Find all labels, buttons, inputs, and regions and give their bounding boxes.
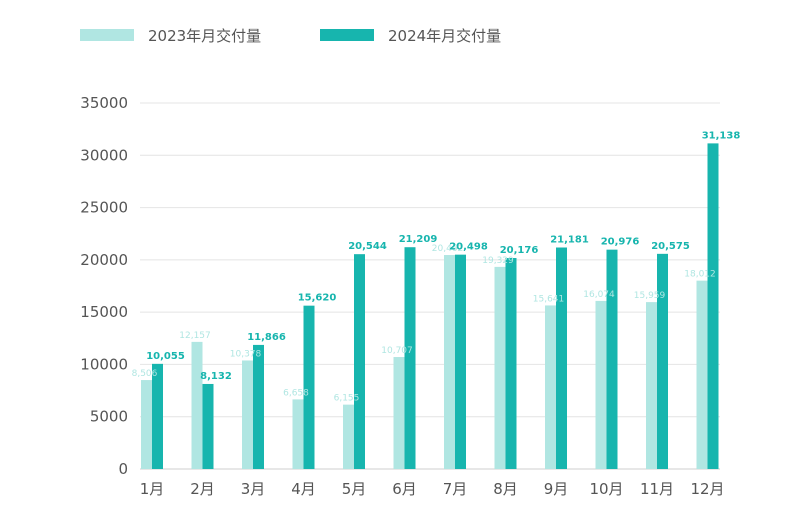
bar-2024-1 xyxy=(152,363,163,469)
legend-swatch-2024 xyxy=(320,29,374,41)
x-axis: 1月 2月 3月 4月 5月 6月 7月 8月 9月 10月 11月 12月 xyxy=(140,480,725,498)
x-tick-label-1: 1月 xyxy=(140,480,165,498)
data-label-2024-9: 21,181 xyxy=(550,235,589,246)
bars xyxy=(141,143,719,469)
x-tick-label-7: 7月 xyxy=(443,480,468,498)
y-tick-label-10000: 10000 xyxy=(80,355,128,373)
y-axis: 0 5000 10000 15000 20000 25000 30000 35000 xyxy=(80,94,128,478)
bar-2023-8 xyxy=(494,266,506,469)
y-tick-label-25000: 25000 xyxy=(80,199,128,217)
bar-2024-8 xyxy=(505,258,517,469)
bar-2024-7 xyxy=(455,254,466,469)
bar-2024-12 xyxy=(707,143,719,469)
data-label-2024-7: 20,498 xyxy=(449,242,488,253)
data-label-2024-8: 20,176 xyxy=(500,245,539,256)
bar-2023-12 xyxy=(696,280,708,469)
x-tick-label-3: 3月 xyxy=(241,480,266,498)
x-tick-label-8: 8月 xyxy=(493,480,518,498)
legend-label-2023: 2023年月交付量 xyxy=(148,27,261,45)
data-label-2023-1: 8,506 xyxy=(132,369,158,379)
data-label-2024-1: 10,055 xyxy=(146,351,185,362)
data-label-2023-6: 10,707 xyxy=(381,346,413,356)
data-label-2024-3: 11,866 xyxy=(247,332,286,343)
legend-swatch-2023 xyxy=(80,29,134,41)
bar-2024-11 xyxy=(657,253,668,469)
data-labels: 8,506 10,055 12,157 8,132 10,378 11,866 6,658 1… xyxy=(132,130,741,403)
y-tick-label-15000: 15000 xyxy=(80,303,128,321)
data-label-2023-3: 10,378 xyxy=(230,349,262,359)
data-label-2023-10: 16,074 xyxy=(583,290,615,300)
data-label-2023-12: 18,012 xyxy=(684,270,716,280)
legend: 2023年月交付量 2024年月交付量 xyxy=(80,27,501,45)
bar-2024-10 xyxy=(606,249,618,469)
bar-2024-4 xyxy=(303,305,315,469)
data-label-2024-5: 20,544 xyxy=(348,241,387,252)
data-label-2023-9: 15,641 xyxy=(533,294,565,304)
x-tick-label-11: 11月 xyxy=(640,480,674,498)
bar-2024-9 xyxy=(556,247,567,469)
y-tick-label-20000: 20000 xyxy=(80,251,128,269)
y-tick-label-5000: 5000 xyxy=(90,408,128,426)
x-tick-label-4: 4月 xyxy=(291,480,316,498)
bar-2023-6 xyxy=(393,357,405,469)
y-tick-label-0: 0 xyxy=(118,460,128,478)
data-label-2023-4: 6,658 xyxy=(283,388,309,398)
bar-2023-10 xyxy=(595,300,607,469)
data-label-2024-4: 15,620 xyxy=(298,293,337,304)
bar-2024-3 xyxy=(253,344,264,469)
bar-2023-4 xyxy=(292,399,304,469)
bar-2023-3 xyxy=(242,360,253,469)
gridlines xyxy=(140,102,720,470)
bar-2023-5 xyxy=(343,404,354,469)
bar-2023-2 xyxy=(191,341,203,469)
bar-2024-2 xyxy=(202,383,214,469)
bar-2023-9 xyxy=(545,305,556,469)
bar-2023-7 xyxy=(444,255,455,469)
data-label-2024-12: 31,138 xyxy=(702,130,741,141)
bar-2023-11 xyxy=(646,302,657,469)
data-label-2023-8: 19,329 xyxy=(482,256,514,266)
data-label-2023-7: 20,462 xyxy=(432,244,464,254)
y-tick-label-30000: 30000 xyxy=(80,146,128,164)
data-label-2024-6: 21,209 xyxy=(399,234,438,245)
x-tick-label-9: 9月 xyxy=(544,480,569,498)
legend-label-2024: 2024年月交付量 xyxy=(388,27,501,45)
data-label-2024-10: 20,976 xyxy=(601,237,640,248)
data-label-2023-5: 6,155 xyxy=(334,394,360,404)
bar-2024-5 xyxy=(354,254,365,469)
data-label-2024-2: 8,132 xyxy=(200,371,232,382)
x-tick-label-2: 2月 xyxy=(190,480,215,498)
y-tick-label-35000: 35000 xyxy=(80,94,128,112)
data-label-2024-11: 20,575 xyxy=(651,241,690,252)
data-label-2023-11: 15,959 xyxy=(634,291,666,301)
bar-2023-1 xyxy=(141,380,152,469)
bar-2024-6 xyxy=(404,247,416,469)
x-tick-label-5: 5月 xyxy=(342,480,367,498)
x-tick-label-12: 12月 xyxy=(690,480,724,498)
data-label-2023-2: 12,157 xyxy=(179,331,211,341)
x-tick-label-10: 10月 xyxy=(589,480,623,498)
x-tick-label-6: 6月 xyxy=(392,480,417,498)
